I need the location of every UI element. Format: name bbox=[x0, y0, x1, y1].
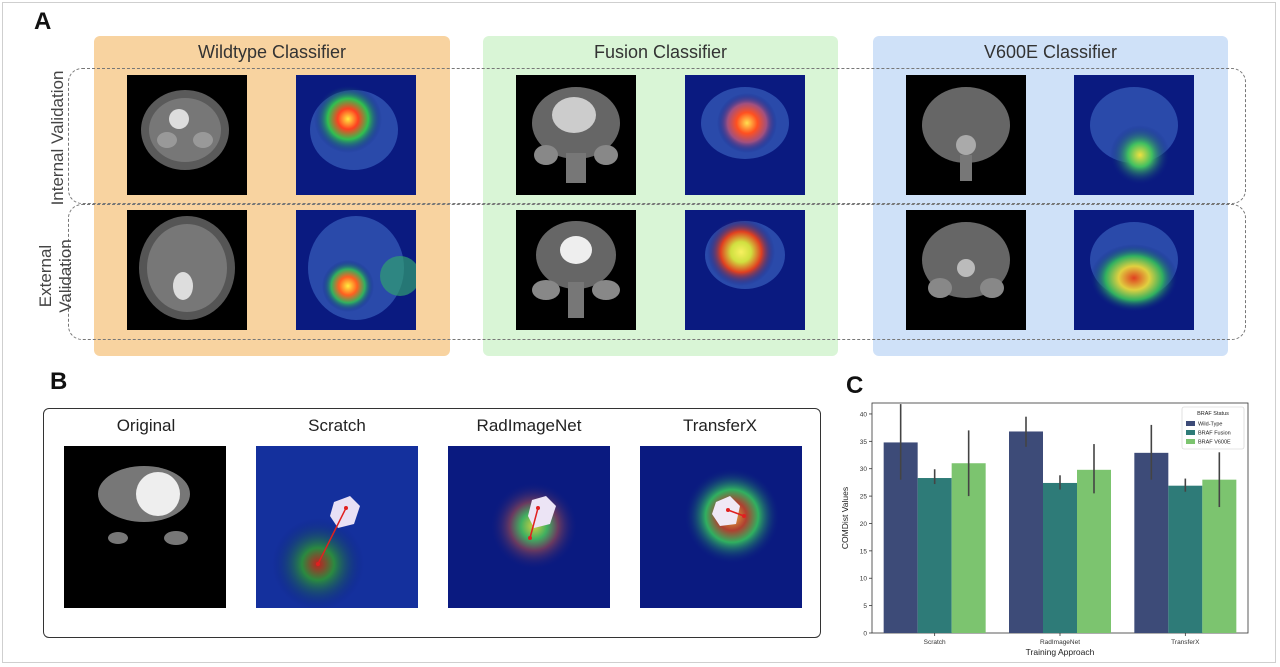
legend-label: BRAF V600E bbox=[1198, 440, 1231, 446]
wildtype-title: Wildtype Classifier bbox=[197, 42, 347, 62]
v600e-external-mri bbox=[906, 210, 1026, 330]
fusion-title: Fusion Classifier bbox=[593, 42, 728, 62]
fusion-external-mri bbox=[516, 210, 636, 330]
v600e-internal-mri bbox=[906, 75, 1026, 195]
legend-label: BRAF Fusion bbox=[1198, 431, 1231, 437]
y-tick-label: 35 bbox=[860, 439, 868, 446]
wildtype-external-heatmap bbox=[296, 210, 416, 330]
legend-swatch bbox=[1186, 421, 1195, 426]
panel-b-label: B bbox=[50, 368, 68, 395]
legend-title: BRAF Status bbox=[1197, 411, 1229, 417]
wildtype-internal-heatmap bbox=[296, 75, 416, 195]
x-tick-label: RadImageNet bbox=[1040, 639, 1080, 646]
y-tick-label: 30 bbox=[860, 466, 868, 473]
panel-b-frame bbox=[43, 408, 821, 638]
transferx-image bbox=[640, 446, 802, 608]
legend-label: Wild-Type bbox=[1198, 422, 1222, 428]
x-tick-label: TransferX bbox=[1171, 639, 1200, 646]
v600e-internal-heatmap bbox=[1074, 75, 1194, 195]
radimagenet-title: RadImageNet bbox=[476, 416, 582, 435]
x-axis-label: Training Approach bbox=[1026, 647, 1095, 657]
bar-wild-type bbox=[1009, 431, 1043, 633]
fusion-internal-heatmap bbox=[685, 75, 805, 195]
internal-validation-label: Internal Validation bbox=[48, 70, 67, 206]
v600e-external-heatmap bbox=[1074, 210, 1194, 330]
y-tick-label: 15 bbox=[860, 548, 868, 555]
legend-swatch bbox=[1186, 439, 1195, 444]
y-axis-label: COMDist Values bbox=[840, 487, 850, 549]
radimagenet-image bbox=[448, 446, 610, 608]
panel-c-label: C bbox=[846, 372, 864, 399]
scratch-title: Scratch bbox=[308, 416, 366, 435]
wildtype-external-mri bbox=[127, 210, 247, 330]
bar-braf-fusion bbox=[1168, 485, 1203, 633]
bar-braf-fusion bbox=[1043, 482, 1077, 633]
y-tick-label: 5 bbox=[863, 603, 867, 610]
original-image bbox=[64, 446, 226, 608]
transferx-title: TransferX bbox=[682, 416, 757, 435]
y-tick-label: 20 bbox=[860, 521, 868, 528]
fusion-internal-mri bbox=[516, 75, 636, 195]
v600e-title: V600E Classifier bbox=[983, 42, 1118, 62]
bar-braf-fusion bbox=[917, 478, 952, 633]
y-tick-label: 0 bbox=[863, 631, 867, 638]
wildtype-internal-mri bbox=[127, 75, 247, 195]
original-title: Original bbox=[116, 416, 176, 435]
y-tick-label: 25 bbox=[860, 494, 868, 501]
external-validation-row bbox=[68, 204, 1246, 340]
external-validation-label: External Validation bbox=[36, 239, 75, 313]
fusion-external-heatmap bbox=[685, 210, 805, 330]
scratch-image bbox=[256, 446, 418, 608]
legend-box bbox=[1181, 406, 1245, 450]
y-tick-label: 10 bbox=[860, 576, 868, 583]
y-tick-label: 40 bbox=[860, 411, 868, 418]
x-tick-label: Scratch bbox=[924, 639, 946, 646]
panel-a-label: A bbox=[34, 8, 52, 35]
internal-validation-row bbox=[68, 68, 1246, 204]
bar-braf-v600e bbox=[1077, 469, 1111, 633]
legend-swatch bbox=[1186, 430, 1195, 435]
bar-wild-type bbox=[1134, 452, 1169, 633]
comdist-bar-chart: 0 5 10 15 20 25 30 35 40 Scratch RadImageNet Transf… bbox=[840, 402, 1249, 657]
